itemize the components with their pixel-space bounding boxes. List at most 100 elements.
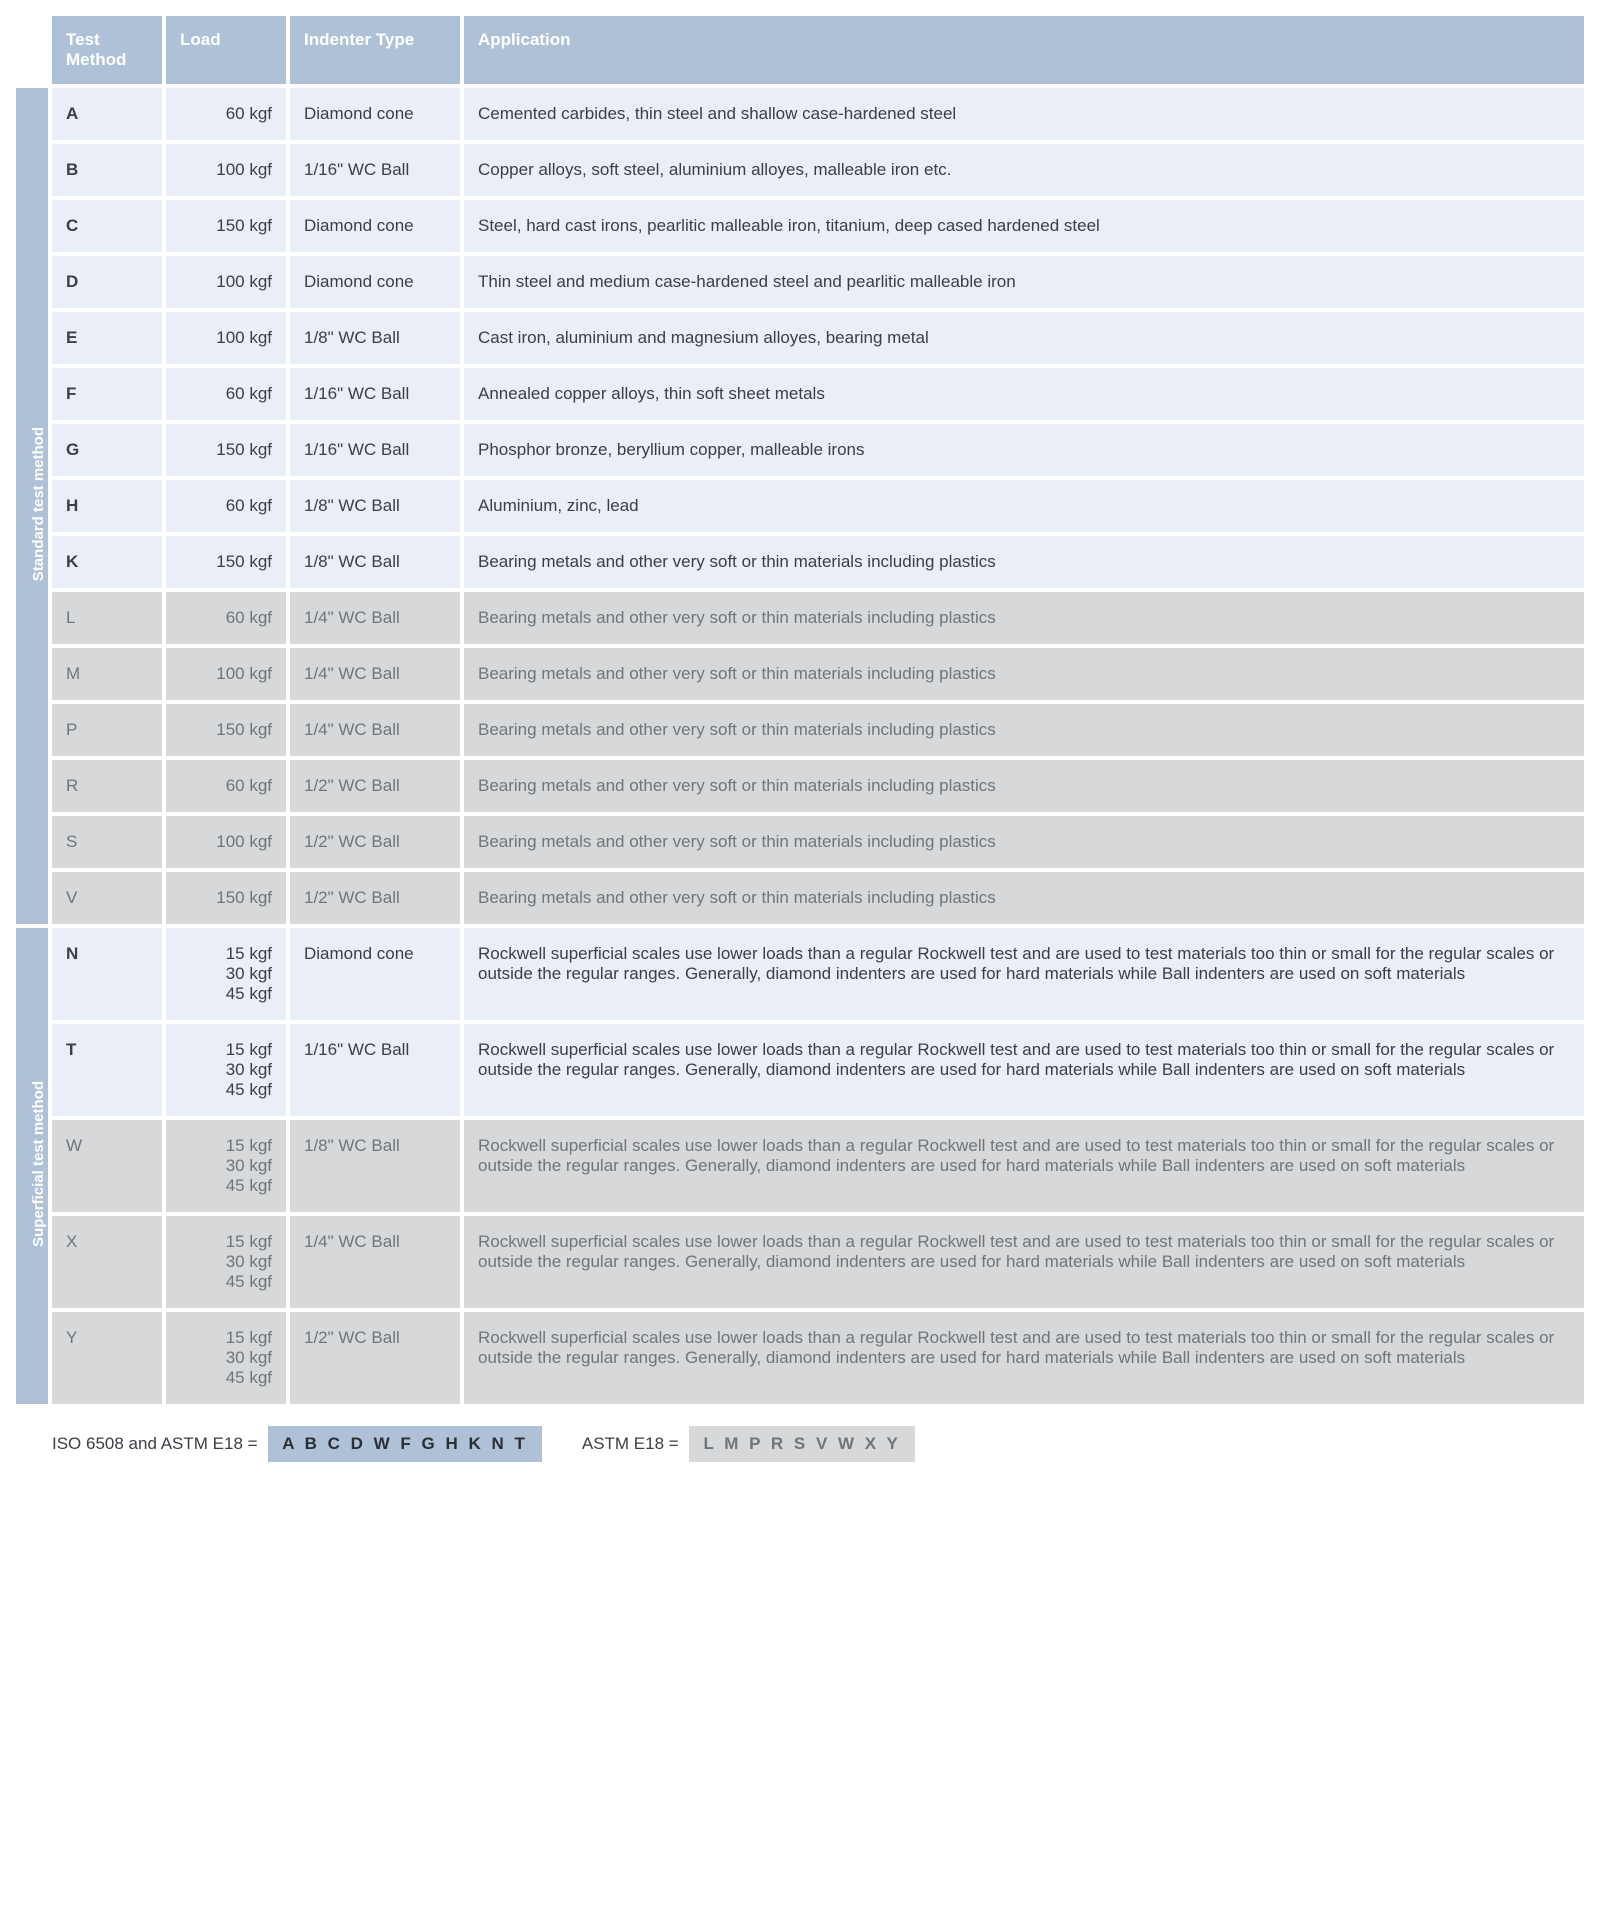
cell-application: Rockwell superficial scales use lower lo… bbox=[464, 1216, 1584, 1308]
cell-test-method: C bbox=[52, 200, 162, 252]
cell-indenter: Diamond cone bbox=[290, 256, 460, 308]
load-value: 60 kgf bbox=[180, 384, 272, 404]
cell-test-method: B bbox=[52, 144, 162, 196]
cell-application: Bearing metals and other very soft or th… bbox=[464, 536, 1584, 588]
legend-left-label: ISO 6508 and ASTM E18 = bbox=[52, 1434, 258, 1453]
cell-application: Annealed copper alloys, thin soft sheet … bbox=[464, 368, 1584, 420]
table-row: W15 kgf30 kgf45 kgf1/8" WC BallRockwell … bbox=[16, 1120, 1584, 1212]
table-row: G150 kgf1/16" WC BallPhosphor bronze, be… bbox=[16, 424, 1584, 476]
legend-left-chip: A B C D W F G H K N T bbox=[268, 1426, 542, 1462]
cell-indenter: 1/4" WC Ball bbox=[290, 704, 460, 756]
legend-right-chip: L M P R S V W X Y bbox=[689, 1426, 914, 1462]
header-method: Test Method bbox=[52, 16, 162, 84]
cell-load: 60 kgf bbox=[166, 592, 286, 644]
cell-application: Steel, hard cast irons, pearlitic mallea… bbox=[464, 200, 1584, 252]
load-value: 15 kgf bbox=[180, 1136, 272, 1156]
load-value: 150 kgf bbox=[180, 552, 272, 572]
rockwell-scales-table: Test Method Load Indenter Type Applicati… bbox=[12, 12, 1588, 1408]
cell-indenter: 1/4" WC Ball bbox=[290, 1216, 460, 1308]
cell-test-method: V bbox=[52, 872, 162, 924]
cell-indenter: 1/16" WC Ball bbox=[290, 368, 460, 420]
cell-indenter: Diamond cone bbox=[290, 200, 460, 252]
cell-load: 150 kgf bbox=[166, 872, 286, 924]
cell-indenter: 1/2" WC Ball bbox=[290, 872, 460, 924]
cell-load: 15 kgf30 kgf45 kgf bbox=[166, 1216, 286, 1308]
table-row: Standard test methodA60 kgfDiamond coneC… bbox=[16, 88, 1584, 140]
load-value: 150 kgf bbox=[180, 720, 272, 740]
cell-load: 100 kgf bbox=[166, 648, 286, 700]
table-row: M100 kgf1/4" WC BallBearing metals and o… bbox=[16, 648, 1584, 700]
cell-load: 150 kgf bbox=[166, 424, 286, 476]
table-row: Superficial test methodN15 kgf30 kgf45 k… bbox=[16, 928, 1584, 1020]
cell-test-method: M bbox=[52, 648, 162, 700]
cell-load: 60 kgf bbox=[166, 480, 286, 532]
load-value: 45 kgf bbox=[180, 1368, 272, 1388]
group-label-text: Superficial test method bbox=[30, 1081, 47, 1247]
load-value: 30 kgf bbox=[180, 1252, 272, 1272]
legend-footer: ISO 6508 and ASTM E18 = A B C D W F G H … bbox=[12, 1426, 1588, 1462]
cell-load: 15 kgf30 kgf45 kgf bbox=[166, 1312, 286, 1404]
group-label-text: Standard test method bbox=[30, 427, 47, 581]
load-value: 15 kgf bbox=[180, 944, 272, 964]
table-header-row: Test Method Load Indenter Type Applicati… bbox=[16, 16, 1584, 84]
load-value: 45 kgf bbox=[180, 1176, 272, 1196]
cell-test-method: Y bbox=[52, 1312, 162, 1404]
corner-cell bbox=[16, 16, 48, 84]
cell-application: Rockwell superficial scales use lower lo… bbox=[464, 1024, 1584, 1116]
header-load: Load bbox=[166, 16, 286, 84]
table-row: C150 kgfDiamond coneSteel, hard cast iro… bbox=[16, 200, 1584, 252]
table-row: L60 kgf1/4" WC BallBearing metals and ot… bbox=[16, 592, 1584, 644]
header-application: Application bbox=[464, 16, 1584, 84]
load-value: 150 kgf bbox=[180, 440, 272, 460]
cell-load: 60 kgf bbox=[166, 760, 286, 812]
cell-application: Bearing metals and other very soft or th… bbox=[464, 872, 1584, 924]
load-value: 60 kgf bbox=[180, 496, 272, 516]
load-value: 100 kgf bbox=[180, 328, 272, 348]
cell-test-method: E bbox=[52, 312, 162, 364]
cell-indenter: 1/8" WC Ball bbox=[290, 536, 460, 588]
cell-application: Cemented carbides, thin steel and shallo… bbox=[464, 88, 1584, 140]
table-row: T15 kgf30 kgf45 kgf1/16" WC BallRockwell… bbox=[16, 1024, 1584, 1116]
cell-application: Bearing metals and other very soft or th… bbox=[464, 704, 1584, 756]
cell-load: 100 kgf bbox=[166, 256, 286, 308]
cell-indenter: 1/8" WC Ball bbox=[290, 312, 460, 364]
cell-indenter: 1/2" WC Ball bbox=[290, 1312, 460, 1404]
legend-left: ISO 6508 and ASTM E18 = A B C D W F G H … bbox=[52, 1426, 542, 1462]
cell-test-method: P bbox=[52, 704, 162, 756]
cell-test-method: F bbox=[52, 368, 162, 420]
group-label: Superficial test method bbox=[16, 928, 48, 1404]
legend-right: ASTM E18 = L M P R S V W X Y bbox=[582, 1426, 915, 1462]
cell-test-method: T bbox=[52, 1024, 162, 1116]
table-row: P 150 kgf 1/4" WC BallBearing metals and o… bbox=[16, 704, 1584, 756]
cell-test-method: G bbox=[52, 424, 162, 476]
table-row: H60 kgf1/8" WC BallAluminium, zinc, lead bbox=[16, 480, 1584, 532]
table-row: B100 kgf1/16" WC BallCopper alloys, soft… bbox=[16, 144, 1584, 196]
cell-test-method: K bbox=[52, 536, 162, 588]
cell-indenter: 1/8" WC Ball bbox=[290, 1120, 460, 1212]
cell-application: Thin steel and medium case-hardened stee… bbox=[464, 256, 1584, 308]
cell-test-method: W bbox=[52, 1120, 162, 1212]
cell-load: 15 kgf30 kgf45 kgf bbox=[166, 1024, 286, 1116]
cell-application: Aluminium, zinc, lead bbox=[464, 480, 1584, 532]
load-value: 15 kgf bbox=[180, 1040, 272, 1060]
legend-right-label: ASTM E18 = bbox=[582, 1434, 679, 1453]
cell-test-method: N bbox=[52, 928, 162, 1020]
cell-test-method: D bbox=[52, 256, 162, 308]
load-value: 45 kgf bbox=[180, 1272, 272, 1292]
cell-application: Bearing metals and other very soft or th… bbox=[464, 648, 1584, 700]
load-value: 30 kgf bbox=[180, 1156, 272, 1176]
cell-load: 60 kgf bbox=[166, 368, 286, 420]
load-value: 60 kgf bbox=[180, 608, 272, 628]
cell-application: Bearing metals and other very soft or th… bbox=[464, 760, 1584, 812]
cell-indenter: 1/4" WC Ball bbox=[290, 648, 460, 700]
cell-test-method: L bbox=[52, 592, 162, 644]
load-value: 60 kgf bbox=[180, 776, 272, 796]
cell-indenter: 1/16" WC Ball bbox=[290, 144, 460, 196]
cell-test-method: H bbox=[52, 480, 162, 532]
cell-load: 60 kgf bbox=[166, 88, 286, 140]
cell-test-method: R bbox=[52, 760, 162, 812]
cell-application: Bearing metals and other very soft or th… bbox=[464, 592, 1584, 644]
table-row: R60 kgf1/2" WC BallBearing metals and ot… bbox=[16, 760, 1584, 812]
table-row: Y15 kgf30 kgf45 kgf1/2" WC BallRockwell … bbox=[16, 1312, 1584, 1404]
cell-load: 15 kgf30 kgf45 kgf bbox=[166, 1120, 286, 1212]
